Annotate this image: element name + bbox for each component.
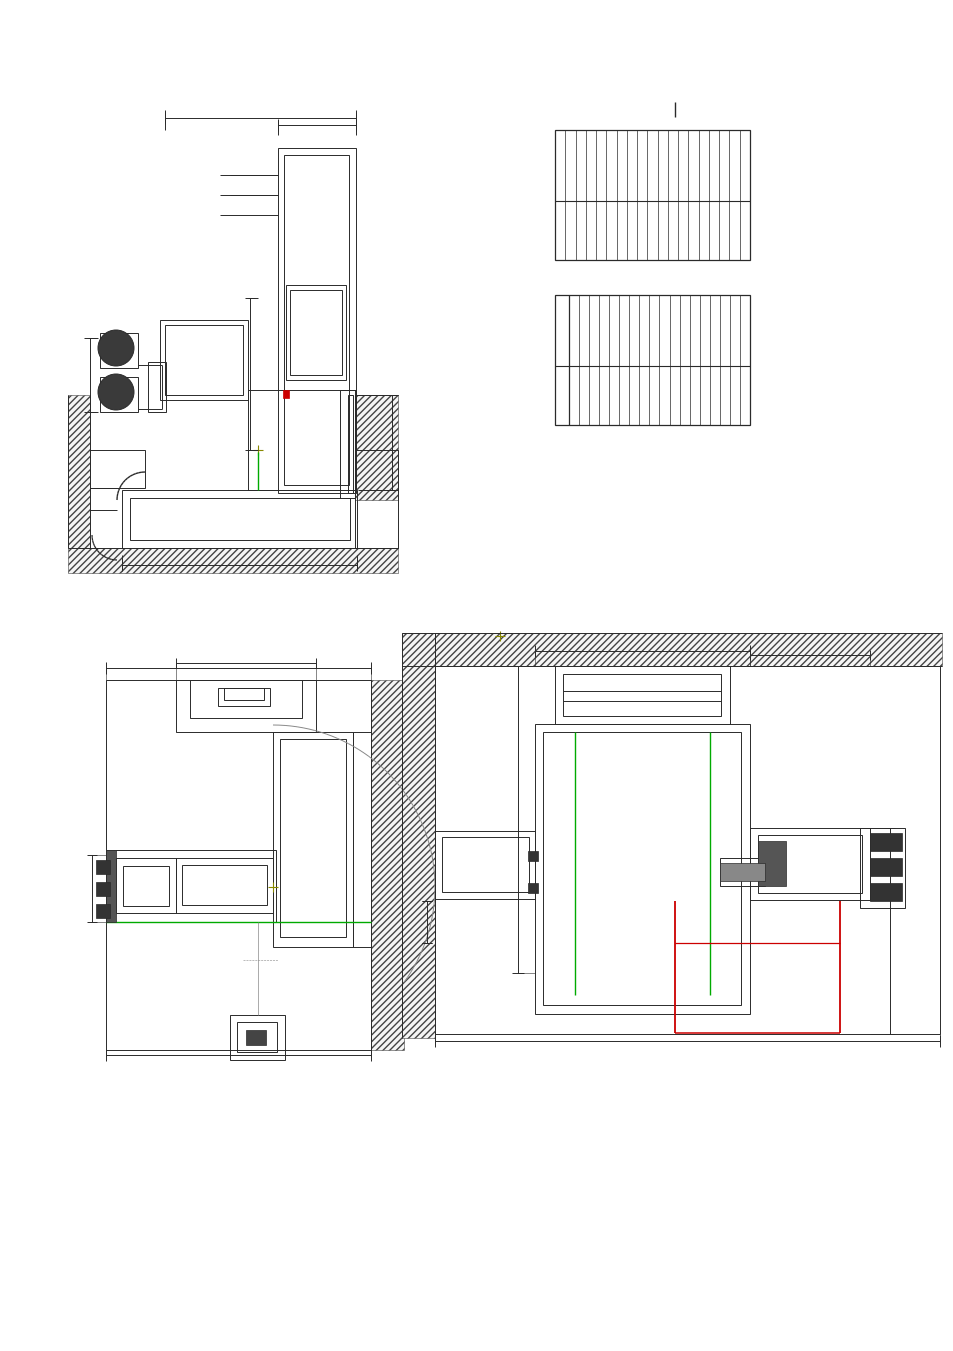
Bar xyxy=(182,865,267,905)
Bar xyxy=(100,377,138,412)
Bar xyxy=(123,866,169,907)
Bar xyxy=(758,842,785,886)
Bar xyxy=(160,320,248,400)
Bar xyxy=(116,858,175,913)
Bar xyxy=(218,688,270,707)
Bar xyxy=(401,634,435,1038)
Bar xyxy=(68,549,397,573)
Bar xyxy=(562,674,720,716)
Bar xyxy=(175,680,315,732)
Bar xyxy=(130,499,350,540)
Bar xyxy=(869,884,901,901)
Bar xyxy=(122,490,356,549)
Bar xyxy=(224,688,264,700)
Bar xyxy=(290,290,341,376)
Bar xyxy=(859,828,904,908)
Bar xyxy=(441,838,529,892)
Bar xyxy=(355,450,397,549)
Bar xyxy=(273,732,353,947)
Bar xyxy=(555,666,729,724)
Bar xyxy=(100,332,138,367)
Bar xyxy=(246,1029,266,1046)
Bar xyxy=(869,858,901,875)
Bar xyxy=(401,634,941,666)
Bar xyxy=(555,295,749,426)
Bar xyxy=(869,834,901,851)
Bar xyxy=(435,666,939,1034)
Bar xyxy=(106,680,371,1050)
Bar xyxy=(555,130,749,259)
Bar xyxy=(148,362,166,412)
Bar xyxy=(286,285,346,380)
Circle shape xyxy=(98,374,133,409)
Bar xyxy=(348,394,353,493)
Bar xyxy=(96,904,110,917)
Bar xyxy=(535,724,749,1015)
Bar xyxy=(236,1021,276,1052)
Circle shape xyxy=(98,330,133,366)
Bar xyxy=(230,1015,285,1061)
Bar xyxy=(68,394,90,549)
Bar xyxy=(106,850,116,921)
Bar xyxy=(758,835,862,893)
Bar xyxy=(280,739,346,938)
Bar xyxy=(720,858,764,886)
Bar xyxy=(175,858,273,913)
Bar xyxy=(96,861,110,874)
Bar xyxy=(165,326,243,394)
Bar xyxy=(339,390,355,499)
Bar xyxy=(371,680,403,1050)
Bar xyxy=(90,450,145,488)
Bar xyxy=(749,828,869,900)
Bar xyxy=(96,882,110,896)
Bar xyxy=(355,394,397,500)
Bar xyxy=(284,155,349,485)
Bar xyxy=(283,390,289,399)
Bar xyxy=(277,149,355,493)
Bar xyxy=(248,390,355,490)
Bar xyxy=(527,884,537,893)
Bar xyxy=(527,851,537,861)
Bar xyxy=(353,732,371,947)
Bar xyxy=(106,850,275,921)
Bar xyxy=(190,680,302,717)
Bar xyxy=(542,732,740,1005)
Bar xyxy=(435,831,535,898)
Bar xyxy=(720,863,764,881)
